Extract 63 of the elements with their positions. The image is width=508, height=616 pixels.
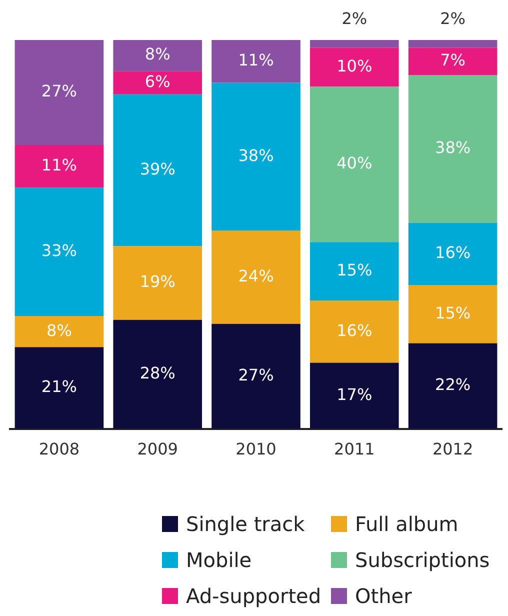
bar <box>310 40 399 48</box>
x-tick-label: 2009 <box>137 440 178 459</box>
bar <box>14 347 104 429</box>
bar <box>310 86 399 242</box>
bar <box>113 246 202 320</box>
x-tick-label: 2012 <box>432 440 474 459</box>
data-label: 8% <box>144 44 170 64</box>
legend-label: Subscriptions <box>355 548 490 572</box>
data-label: 11% <box>41 156 77 175</box>
bar <box>310 242 399 300</box>
data-label: 15% <box>336 260 372 280</box>
data-label: 7% <box>440 50 466 70</box>
bar <box>212 324 300 429</box>
data-label: 11% <box>238 50 274 70</box>
legend-label: Other <box>355 584 412 608</box>
bar <box>14 144 104 188</box>
bar <box>408 343 498 429</box>
bar <box>408 48 498 75</box>
bar <box>113 320 202 429</box>
data-label: 39% <box>140 159 176 178</box>
bar <box>14 188 104 316</box>
data-label: 27% <box>41 82 77 101</box>
bar <box>212 40 300 83</box>
data-label: 8% <box>46 320 72 340</box>
data-label: 17% <box>336 384 372 404</box>
bar <box>212 82 300 231</box>
data-label: 38% <box>435 138 471 158</box>
data-label: 19% <box>140 272 176 292</box>
bar <box>310 300 399 363</box>
data-label: 2% <box>342 9 368 28</box>
bar <box>14 40 104 145</box>
data-label: 38% <box>238 146 274 165</box>
bar <box>408 284 498 344</box>
data-label: 2% <box>440 9 466 28</box>
data-label: 27% <box>238 365 274 384</box>
bar <box>113 71 202 94</box>
data-label: 40% <box>336 154 372 173</box>
x-tick-label: 2011 <box>334 440 375 459</box>
bar <box>408 74 498 223</box>
bar <box>113 94 202 246</box>
x-tick-label: 2010 <box>236 440 276 459</box>
data-label: 24% <box>238 266 274 286</box>
data-label: 21% <box>41 377 77 396</box>
data-label: 6% <box>144 72 170 91</box>
bar <box>310 48 399 87</box>
legend-label: Full album <box>355 512 458 536</box>
bar <box>113 40 202 72</box>
legend-label: Single track <box>186 512 305 536</box>
data-label: 16% <box>435 242 471 262</box>
bar <box>310 362 399 429</box>
data-label: 10% <box>336 56 372 76</box>
data-label: 33% <box>41 241 77 260</box>
legend-label: Ad-supported <box>186 584 322 608</box>
data-label: 28% <box>140 364 176 383</box>
x-tick-label: 2008 <box>38 440 80 459</box>
bar <box>212 230 300 324</box>
data-label: 16% <box>336 320 372 340</box>
legend-label: Mobile <box>186 548 252 572</box>
bar <box>408 222 498 285</box>
bar <box>14 316 104 348</box>
data-label: 22% <box>435 375 471 394</box>
bar <box>408 40 498 48</box>
data-label: 15% <box>435 303 471 322</box>
